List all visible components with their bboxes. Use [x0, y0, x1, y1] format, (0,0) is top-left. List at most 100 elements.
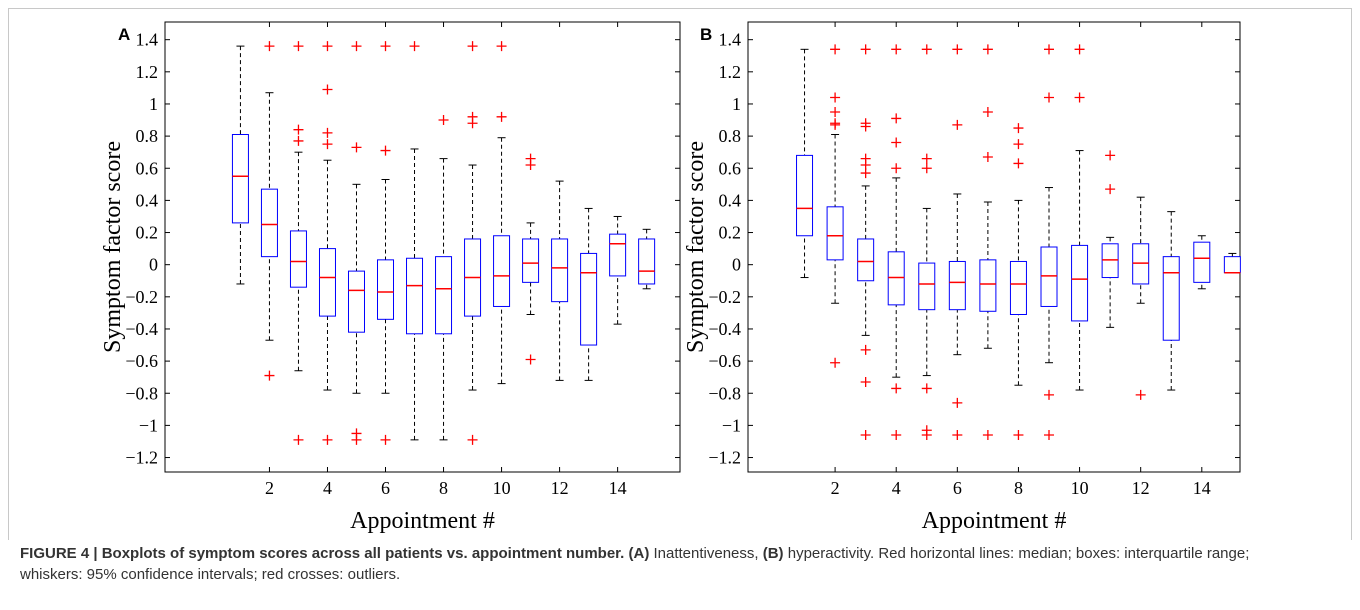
- box: [435, 256, 453, 335]
- outlier: [952, 430, 963, 441]
- panel-label: A: [118, 25, 130, 44]
- outlier: [496, 41, 507, 52]
- outlier: [860, 121, 871, 132]
- caption-text: Inattentiveness,: [649, 545, 763, 562]
- y-tick-label: 0: [732, 255, 741, 275]
- outlier: [322, 127, 333, 138]
- outlier: [496, 111, 507, 122]
- outlier: [1105, 184, 1116, 195]
- y-tick-label: 1.4: [719, 30, 742, 50]
- y-tick-label: 0.4: [719, 190, 742, 210]
- box: [580, 252, 598, 346]
- y-tick-label: 0: [149, 255, 158, 275]
- figure: A −1.2 −1 −0.8 −0.6 −0.4 −0.2 0 0.2 0.4 0.6 0.8 1 1.2…: [8, 8, 1352, 540]
- outlier: [1044, 430, 1055, 441]
- box: [948, 260, 966, 311]
- x-tick-label: 12: [1132, 478, 1150, 498]
- y-tick-label: −0.4: [708, 319, 741, 339]
- outlier: [322, 434, 333, 445]
- outlier: [860, 168, 871, 179]
- outlier: [1074, 44, 1085, 55]
- outlier: [982, 44, 993, 55]
- outlier: [921, 44, 932, 55]
- x-axis-label: Appointment #: [350, 508, 495, 534]
- y-tick-label: 1: [732, 94, 741, 114]
- box: [1132, 243, 1150, 285]
- x-tick-label: 10: [1071, 478, 1089, 498]
- plot-frame: [164, 21, 681, 473]
- outlier: [1105, 150, 1116, 161]
- outlier: [1074, 92, 1085, 103]
- y-tick-label: −1.2: [708, 448, 741, 468]
- outlier: [830, 119, 841, 130]
- y-tick-label: 0.2: [719, 223, 742, 243]
- outlier: [380, 145, 391, 156]
- y-axis-label: Symptom factor score: [100, 141, 126, 353]
- y-tick-label: −0.2: [125, 287, 158, 307]
- outlier: [982, 107, 993, 117]
- box: [638, 238, 656, 285]
- y-tick-label: −0.8: [708, 383, 741, 403]
- outlier: [351, 434, 362, 445]
- outlier: [467, 118, 478, 129]
- outlier: [525, 354, 536, 365]
- y-tick-label: 1.2: [719, 62, 742, 82]
- outlier: [467, 434, 478, 445]
- outlier: [322, 84, 333, 95]
- box: [377, 259, 395, 320]
- box: [796, 154, 814, 237]
- outlier: [1135, 389, 1146, 400]
- x-tick-label: 12: [551, 478, 569, 498]
- plot-frame: [747, 21, 1241, 473]
- outlier: [952, 397, 963, 408]
- box: [1162, 256, 1180, 341]
- box: [1009, 260, 1027, 316]
- x-tick-label: 4: [323, 478, 332, 498]
- y-axis-label: Symptom factor score: [683, 141, 709, 353]
- box: [1040, 246, 1058, 307]
- figure-border: [8, 8, 1352, 540]
- outlier: [860, 430, 871, 441]
- caption-bold: (B): [762, 545, 784, 562]
- outlier: [830, 107, 841, 117]
- y-tick-label: 0.6: [136, 158, 159, 178]
- outlier: [380, 41, 391, 52]
- box: [826, 206, 844, 261]
- x-tick-label: 2: [265, 478, 274, 498]
- outlier: [351, 41, 362, 52]
- caption: FIGURE 4 | Boxplots of symptom scores ac…: [20, 543, 1310, 585]
- x-axis-label: Appointment #: [922, 508, 1067, 534]
- y-tick-label: 1.4: [136, 30, 159, 50]
- outlier: [438, 115, 449, 126]
- box: [289, 230, 307, 288]
- box: [406, 257, 424, 335]
- outlier: [830, 357, 841, 368]
- y-tick-label: 1: [149, 94, 158, 114]
- x-tick-label: 6: [381, 478, 390, 498]
- box: [857, 238, 875, 282]
- outlier: [1044, 44, 1055, 55]
- outlier: [830, 92, 841, 103]
- outlier: [264, 41, 275, 52]
- y-tick-label: 0.8: [719, 126, 742, 146]
- outlier: [860, 377, 871, 387]
- y-tick-label: −0.8: [125, 383, 158, 403]
- outlier: [982, 152, 993, 162]
- outlier: [891, 163, 902, 174]
- outlier: [1013, 430, 1024, 441]
- outlier: [921, 430, 932, 441]
- outlier: [409, 41, 420, 52]
- y-tick-label: 0.6: [719, 158, 742, 178]
- outlier: [264, 370, 275, 381]
- outlier: [982, 430, 993, 441]
- x-tick-label: 4: [892, 478, 901, 498]
- y-tick-label: −1: [722, 415, 741, 435]
- box: [260, 188, 278, 258]
- y-tick-label: −0.6: [125, 351, 158, 371]
- outlier: [921, 383, 932, 394]
- outlier: [1044, 389, 1055, 400]
- box: [1223, 256, 1241, 274]
- outlier: [891, 383, 902, 394]
- box: [1101, 243, 1119, 279]
